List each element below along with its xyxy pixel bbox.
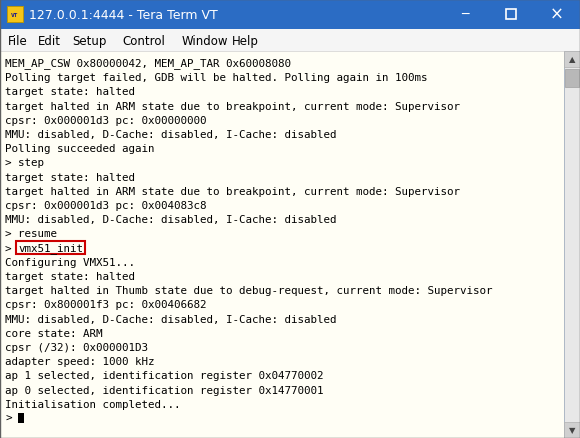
Text: cpsr: 0x000001d3 pc: 0x004083c8: cpsr: 0x000001d3 pc: 0x004083c8 bbox=[5, 201, 206, 211]
Text: Setup: Setup bbox=[72, 35, 106, 47]
Text: cpsr: 0x800001f3 pc: 0x00406682: cpsr: 0x800001f3 pc: 0x00406682 bbox=[5, 300, 206, 310]
Bar bbox=[564, 52, 580, 438]
Text: ▼: ▼ bbox=[569, 426, 575, 434]
Text: Control: Control bbox=[122, 35, 165, 47]
Text: VT: VT bbox=[11, 12, 19, 18]
Text: ap 1 selected, identification register 0x04770002: ap 1 selected, identification register 0… bbox=[5, 371, 324, 381]
Bar bbox=[18, 413, 24, 424]
Text: Polling target failed, GDB will be halted. Polling again in 100ms: Polling target failed, GDB will be halte… bbox=[5, 73, 427, 83]
Text: target halted in ARM state due to breakpoint, current mode: Supervisor: target halted in ARM state due to breakp… bbox=[5, 101, 460, 111]
Text: File: File bbox=[8, 35, 28, 47]
Bar bbox=[16, 242, 85, 254]
Text: Configuring VMX51...: Configuring VMX51... bbox=[5, 257, 135, 267]
Text: Edit: Edit bbox=[38, 35, 61, 47]
Text: cpsr: 0x000001d3 pc: 0x00000000: cpsr: 0x000001d3 pc: 0x00000000 bbox=[5, 116, 206, 125]
Text: ×: × bbox=[550, 6, 564, 24]
Bar bbox=[0, 52, 564, 438]
Text: ─: ─ bbox=[461, 7, 469, 21]
Text: cpsr (/32): 0x000001D3: cpsr (/32): 0x000001D3 bbox=[5, 342, 148, 352]
Text: ap 0 selected, identification register 0x14770001: ap 0 selected, identification register 0… bbox=[5, 385, 324, 395]
Text: > resume: > resume bbox=[5, 229, 57, 239]
Text: target halted in ARM state due to breakpoint, current mode: Supervisor: target halted in ARM state due to breakp… bbox=[5, 186, 460, 196]
Bar bbox=[565, 70, 579, 88]
Text: Help: Help bbox=[232, 35, 259, 47]
Bar bbox=[506, 10, 516, 20]
Text: target state: halted: target state: halted bbox=[5, 172, 135, 182]
Text: MMU: disabled, D-Cache: disabled, I-Cache: disabled: MMU: disabled, D-Cache: disabled, I-Cach… bbox=[5, 314, 336, 324]
Text: target halted in Thumb state due to debug-request, current mode: Supervisor: target halted in Thumb state due to debu… bbox=[5, 286, 492, 296]
Bar bbox=[0, 30, 580, 52]
Text: MMU: disabled, D-Cache: disabled, I-Cache: disabled: MMU: disabled, D-Cache: disabled, I-Cach… bbox=[5, 130, 336, 140]
Text: core state: ARM: core state: ARM bbox=[5, 328, 103, 338]
Text: >: > bbox=[5, 243, 18, 253]
Text: > step: > step bbox=[5, 158, 44, 168]
Bar bbox=[564, 52, 580, 68]
Text: Polling succeeded again: Polling succeeded again bbox=[5, 144, 154, 154]
Text: adapter speed: 1000 kHz: adapter speed: 1000 kHz bbox=[5, 357, 154, 366]
Text: vmx51_init: vmx51_init bbox=[18, 243, 83, 254]
Text: >: > bbox=[5, 413, 12, 423]
Text: MMU: disabled, D-Cache: disabled, I-Cache: disabled: MMU: disabled, D-Cache: disabled, I-Cach… bbox=[5, 215, 336, 225]
Bar bbox=[0, 0, 580, 30]
Text: MEM_AP_CSW 0x80000042, MEM_AP_TAR 0x60008080: MEM_AP_CSW 0x80000042, MEM_AP_TAR 0x6000… bbox=[5, 58, 291, 69]
Bar bbox=[564, 422, 580, 438]
Text: target state: halted: target state: halted bbox=[5, 87, 135, 97]
Text: Window: Window bbox=[182, 35, 229, 47]
Text: target state: halted: target state: halted bbox=[5, 271, 135, 281]
Text: ▲: ▲ bbox=[569, 55, 575, 64]
Text: Initialisation completed...: Initialisation completed... bbox=[5, 399, 180, 409]
Text: 127.0.0.1:4444 - Tera Term VT: 127.0.0.1:4444 - Tera Term VT bbox=[29, 8, 218, 21]
Bar bbox=[7, 7, 23, 23]
